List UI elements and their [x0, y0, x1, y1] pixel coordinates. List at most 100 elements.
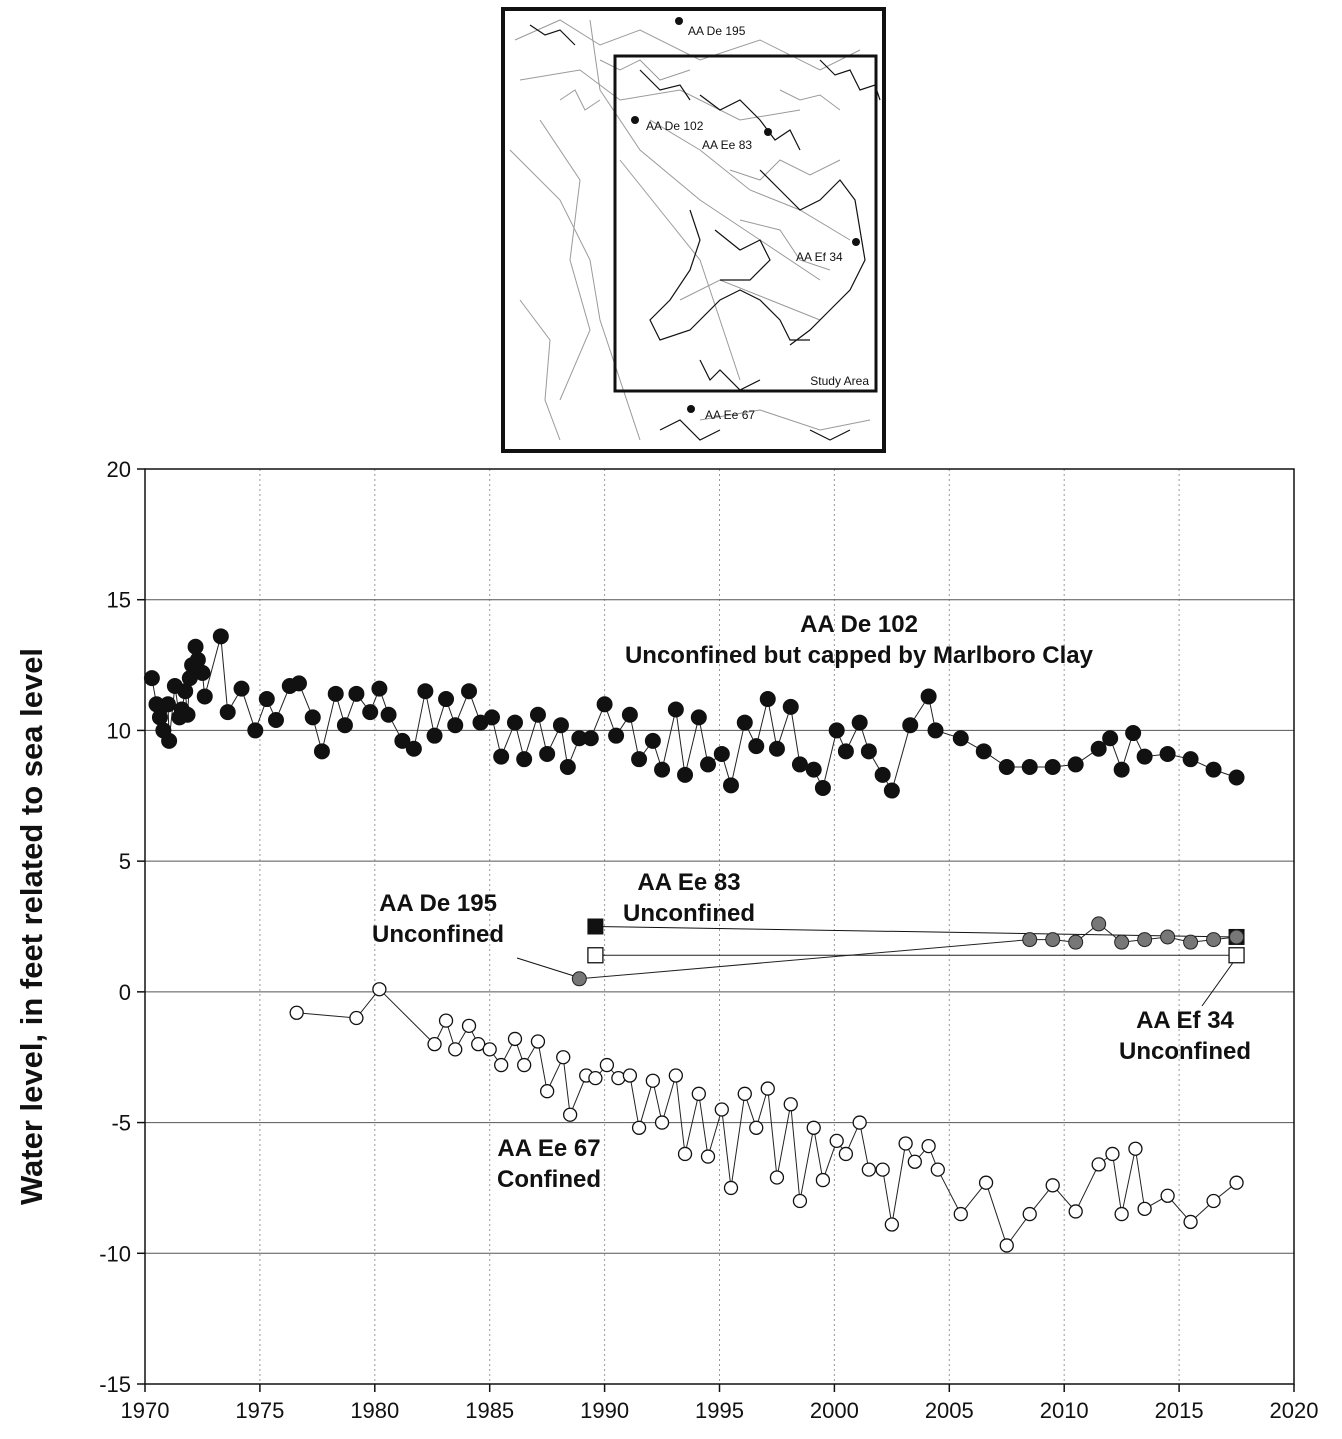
point-aa-de-102 [161, 732, 178, 749]
point-aa-de-102 [438, 691, 455, 708]
point-aa-de-102 [828, 722, 845, 739]
point-aa-de-102 [582, 730, 599, 747]
point-aa-ee-67 [1137, 1201, 1152, 1216]
point-aa-ee-67 [540, 1084, 555, 1099]
point-aa-de-195 [1160, 929, 1176, 945]
annotations: AA De 102 Unconfined but capped by Marlbo… [372, 611, 1251, 1193]
point-aa-ee-67 [645, 1073, 661, 1088]
annotation-label: Confined [497, 1166, 601, 1193]
point-aa-de-102 [596, 696, 613, 713]
point-aa-ee-67 [861, 1162, 877, 1177]
map-label-ee67: AA Ee 67 [705, 408, 755, 422]
point-aa-ee-83 [587, 918, 604, 935]
point-aa-ee-67 [438, 1013, 454, 1028]
point-aa-ee-67 [372, 982, 387, 997]
x-tick-label: 1985 [465, 1398, 514, 1423]
point-aa-de-102 [920, 688, 937, 705]
point-aa-de-102 [151, 709, 168, 726]
point-aa-de-102 [621, 706, 638, 723]
grid [145, 469, 1294, 1384]
point-aa-de-102 [290, 675, 307, 692]
annotation-label: Unconfined [623, 900, 755, 927]
point-aa-de-102 [348, 685, 365, 702]
point-aa-de-102 [814, 779, 831, 796]
x-tick-label: 1995 [695, 1398, 744, 1423]
x-tick-label: 2000 [810, 1398, 859, 1423]
point-aa-de-102 [1021, 759, 1038, 776]
point-aa-ee-67 [530, 1034, 546, 1049]
point-aa-ee-67 [1068, 1204, 1083, 1219]
point-aa-de-102 [267, 711, 284, 728]
series-line [296, 988, 1237, 1247]
point-aa-ee-67 [654, 1115, 670, 1130]
point-aa-de-102 [371, 680, 388, 697]
point-aa-de-102 [1125, 725, 1142, 742]
point-aa-ee-67 [494, 1057, 509, 1073]
point-aa-ee-67 [714, 1102, 729, 1117]
point-aa-ee-67 [517, 1057, 532, 1073]
point-aa-de-102 [159, 696, 176, 713]
point-aa-de-102 [539, 745, 556, 762]
annotation-label: AA De 102 [800, 611, 918, 638]
point-aa-ef-34 [1228, 947, 1245, 964]
annotation-label: Unconfined [372, 921, 504, 948]
point-aa-de-195 [1229, 929, 1245, 945]
annotation-label: AA Ee 67 [497, 1135, 600, 1162]
point-aa-ee-67 [838, 1146, 854, 1162]
point-aa-ee-67 [806, 1120, 821, 1135]
point-aa-ee-67 [599, 1057, 615, 1073]
point-aa-de-102 [902, 717, 919, 734]
point-aa-de-102 [552, 717, 569, 734]
point-aa-de-102 [1205, 761, 1222, 778]
point-aa-de-102 [212, 628, 229, 645]
point-aa-ee-67 [783, 1097, 798, 1112]
map-label-de102: AA De 102 [646, 119, 704, 133]
annotation-label: AA Ee 83 [637, 869, 740, 896]
point-aa-de-195 [1206, 932, 1222, 948]
point-aa-ee-67 [631, 1120, 647, 1135]
point-aa-ee-67 [737, 1086, 752, 1101]
point-aa-ee-67 [953, 1206, 968, 1222]
point-aa-de-102 [258, 691, 275, 708]
point-aa-ee-67 [760, 1081, 775, 1096]
y-tick-label: 10 [107, 718, 131, 743]
point-aa-de-195 [1137, 932, 1153, 948]
point-aa-de-102 [975, 743, 992, 760]
point-aa-ee-67 [427, 1036, 442, 1052]
point-aa-ee-67 [1045, 1178, 1060, 1193]
point-aa-ee-67 [1128, 1141, 1143, 1156]
point-aa-de-195 [1091, 916, 1107, 932]
study-area-box [613, 54, 878, 393]
point-aa-de-102 [851, 714, 868, 731]
map-label-ef34: AA Ef 34 [796, 250, 843, 264]
point-aa-ee-67 [852, 1115, 867, 1130]
point-aa-ee-67 [700, 1149, 716, 1164]
point-aa-de-102 [644, 732, 661, 749]
map-frame [501, 7, 886, 453]
annotation-label: AA De 195 [379, 890, 497, 917]
point-aa-de-102 [722, 777, 739, 794]
point-aa-de-195 [1114, 934, 1130, 950]
y-tick-label: 5 [119, 849, 131, 874]
point-aa-ee-67 [999, 1238, 1014, 1253]
point-aa-ee-67 [622, 1068, 638, 1083]
point-aa-de-102 [362, 704, 379, 721]
point-aa-de-102 [690, 709, 707, 726]
point-aa-de-102 [782, 698, 799, 715]
point-aa-de-102 [608, 727, 625, 744]
point-aa-de-102 [791, 756, 808, 773]
point-aa-ee-67 [1105, 1146, 1120, 1162]
y-tick-label: -10 [99, 1241, 131, 1266]
point-aa-ef-34 [587, 947, 604, 964]
point-aa-de-102 [493, 748, 510, 765]
point-aa-ee-67 [668, 1068, 683, 1083]
point-aa-ee-67 [349, 1010, 364, 1026]
point-aa-de-102 [194, 664, 211, 681]
point-aa-de-102 [1102, 730, 1119, 747]
point-aa-ee-67 [978, 1175, 994, 1190]
x-tick-label: 2015 [1155, 1398, 1204, 1423]
point-aa-de-102 [394, 732, 411, 749]
y-tick-label: 0 [119, 980, 131, 1005]
